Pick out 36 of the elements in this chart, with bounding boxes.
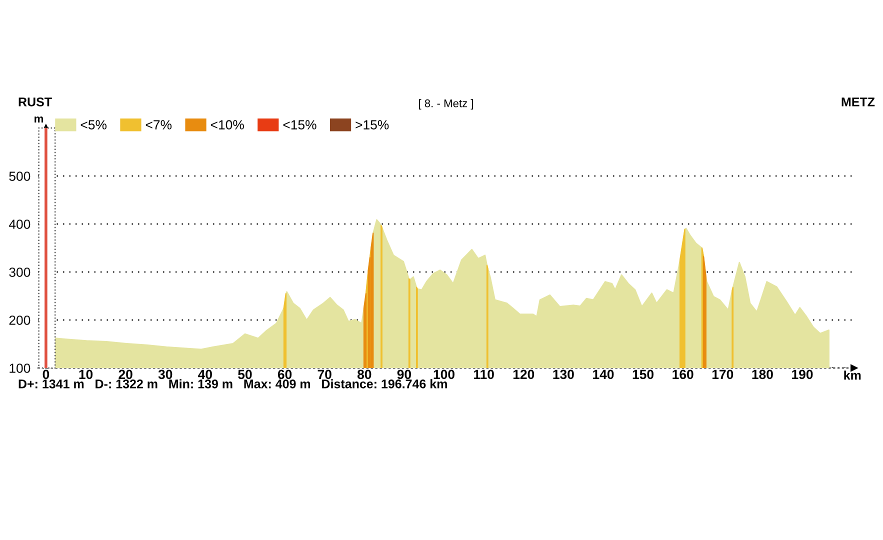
- legend-label: <5%: [80, 120, 107, 130]
- x-tick-label: 60: [278, 370, 292, 380]
- x-tick-label: 180: [752, 370, 773, 380]
- x-tick-label: 140: [593, 370, 614, 380]
- x-tick-label: 120: [513, 370, 534, 380]
- y-tick-label: 300: [9, 268, 30, 277]
- legend-label: >15%: [356, 120, 389, 130]
- x-tick-label: 40: [198, 370, 212, 380]
- x-tick-label: 110: [474, 370, 494, 380]
- legend-label: <7%: [146, 120, 172, 130]
- x-tick-label: 50: [238, 370, 252, 380]
- legend-label: <15%: [283, 120, 316, 130]
- x-tick-label: 70: [318, 370, 332, 380]
- x-tick-label: 130: [553, 370, 574, 380]
- x-tick-label: 190: [792, 370, 813, 380]
- x-axis-title: km: [844, 370, 861, 380]
- x-tick-label: 150: [632, 370, 654, 380]
- y-tick-label: 400: [8, 220, 30, 229]
- text: RUST: [18, 98, 52, 106]
- x-tick-label: 0: [42, 370, 50, 380]
- x-tick-label: 10: [79, 370, 93, 380]
- x-tick-label: 160: [672, 370, 694, 380]
- y-tick-label: 500: [9, 172, 30, 181]
- y-axis-title: m: [34, 116, 44, 122]
- x-tick-label: 100: [434, 370, 454, 380]
- text: METZ: [842, 98, 875, 106]
- x-tick-label: 170: [712, 370, 734, 380]
- x-tick-label: 90: [397, 370, 412, 380]
- text: D+: 1341 m D-: 1322 m Min: 139 m Max: 409 m Distance: 196.746 km: [18, 379, 447, 388]
- y-tick-label: 200: [9, 316, 30, 325]
- x-tick-label: 80: [357, 370, 372, 380]
- chart-title: [ 8. - Metz ]: [419, 99, 473, 110]
- y-tick-label: 100: [10, 364, 30, 373]
- x-tick-label: 20: [118, 370, 132, 380]
- x-tick-label: 30: [158, 370, 172, 380]
- legend-label: <10%: [210, 120, 244, 130]
